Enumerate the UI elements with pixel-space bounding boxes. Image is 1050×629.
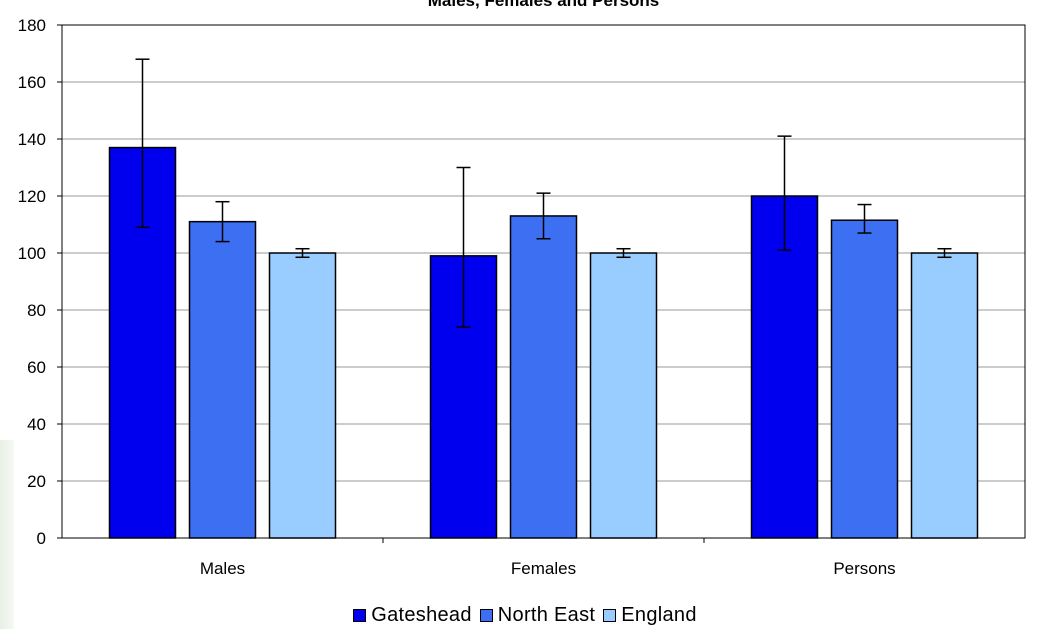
- legend-label-gateshead: Gateshead: [371, 604, 472, 626]
- legend-label-north-east: North East: [497, 604, 596, 626]
- bar-chart: 0 20 40 60 80 100 120 140 160 180 Males Females Pers…: [18, 16, 1026, 578]
- x-category-label-males: Males: [200, 559, 245, 578]
- x-category-label-persons: Persons: [833, 559, 895, 578]
- legend-item-gateshead: Gateshead: [353, 604, 472, 627]
- legend-label-england: England: [621, 604, 697, 626]
- y-tick-label: 80: [27, 301, 46, 320]
- y-tick-label: 100: [18, 244, 46, 263]
- legend-item-north-east: North East: [479, 604, 596, 627]
- bar-england-females: [589, 252, 658, 539]
- y-tick-label: 20: [27, 472, 46, 491]
- chart-title: Males, Females and Persons: [427, 0, 660, 10]
- bar-north-east-females: [509, 215, 578, 539]
- legend-swatch-england: [603, 609, 617, 622]
- y-tick-label: 0: [37, 529, 46, 548]
- legend-swatch-north-east: [479, 609, 493, 622]
- legend: Gateshead North East England: [0, 604, 1050, 627]
- bar-england-persons: [910, 252, 979, 539]
- bar-north-east-persons: [830, 219, 899, 539]
- x-category-label-females: Females: [511, 559, 576, 578]
- y-tick-label: 120: [18, 187, 46, 206]
- y-tick-label: 60: [27, 358, 46, 377]
- background-strip: [0, 440, 14, 629]
- y-tick-label: 160: [18, 73, 46, 92]
- y-tick-label: 180: [18, 16, 46, 35]
- legend-item-england: England: [603, 604, 697, 627]
- bar-england-males: [268, 252, 337, 539]
- bar-gateshead-persons: [750, 195, 819, 539]
- legend-swatch-gateshead: [353, 609, 367, 622]
- y-tick-label: 40: [27, 415, 46, 434]
- bar-north-east-males: [188, 220, 257, 539]
- y-tick-label: 140: [18, 130, 46, 149]
